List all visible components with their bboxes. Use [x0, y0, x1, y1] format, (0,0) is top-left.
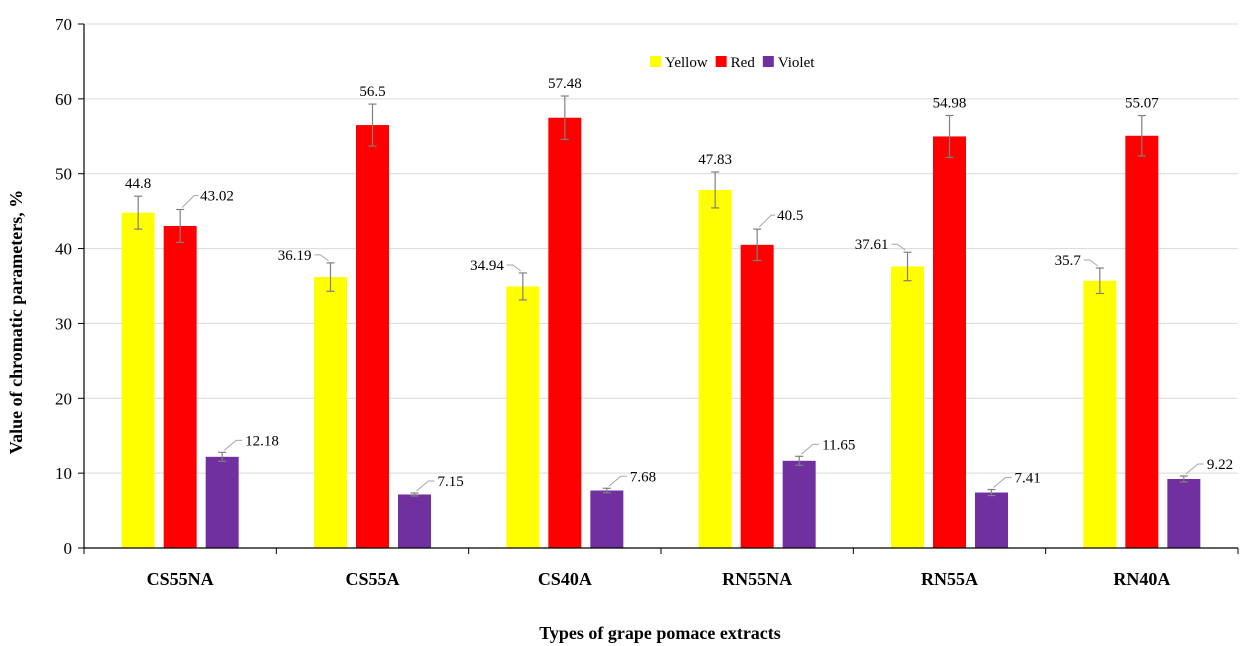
legend: Yellow Red Violet: [650, 55, 815, 71]
x-axis-title: Types of grape pomace extracts: [539, 623, 781, 643]
y-tick-label-10: 10: [55, 464, 72, 483]
y-tick-label-50: 50: [55, 165, 72, 184]
data-label-red-CS40A: 57.48: [548, 76, 582, 92]
data-label-yellow-CS55NA: 44.8: [125, 176, 151, 192]
bar-red-RN55A: [933, 136, 966, 548]
grid-lines: [84, 23, 1238, 474]
leader-line-violet-CS55NA: [223, 439, 243, 451]
bar-yellow-CS55NA: [121, 212, 155, 548]
bar-yellow-RN55NA: [698, 189, 732, 548]
bar-violet-CS55NA: [205, 456, 239, 548]
y-tick-label-40: 40: [55, 240, 72, 259]
leader-line-yellow-RN55A: [891, 243, 906, 251]
data-label-violet-RN55NA: 11.65: [822, 437, 855, 453]
leader-line-violet-RN40A: [1185, 463, 1204, 475]
legend-swatch-yellow: [650, 56, 661, 67]
data-label-red-CS55NA: 43.02: [200, 188, 234, 204]
data-label-yellow-CS40A: 34.94: [470, 258, 504, 274]
legend-label-violet: Violet: [778, 55, 815, 71]
legend-label-yellow: Yellow: [665, 55, 708, 71]
data-label-red-CS55A: 56.5: [359, 84, 385, 100]
data-label-red-RN55A: 54.98: [933, 95, 967, 111]
category-label-RN40A: RN40A: [1113, 569, 1170, 589]
category-label-RN55NA: RN55NA: [722, 569, 792, 589]
leader-line-yellow-CS55A: [314, 254, 329, 262]
y-tick-label-30: 30: [55, 314, 72, 333]
bar-red-CS55NA: [163, 225, 197, 548]
leader-line-red-CS55NA: [181, 194, 199, 208]
data-label-violet-RN40A: 9.22: [1207, 457, 1233, 473]
bars: [121, 95, 1201, 549]
legend-swatch-violet: [762, 56, 774, 67]
bar-violet-RN55NA: [782, 460, 816, 548]
leader-line-violet-RN55A: [993, 477, 1012, 488]
legend-label-red: Red: [731, 55, 756, 71]
bar-violet-RN55A: [975, 492, 1008, 548]
data-label-red-RN55NA: 40.5: [777, 208, 803, 224]
data-label-red-RN40A: 55.07: [1125, 96, 1159, 112]
y-tick-label-60: 60: [55, 90, 72, 109]
category-label-CS55A: CS55A: [345, 569, 399, 589]
bar-violet-RN40A: [1167, 478, 1201, 548]
data-label-violet-CS55NA: 12.18: [245, 433, 279, 449]
axes: 0 10 20 30 40 50 60 70 CS55NA CS55A CS40A RN55NA RN5…: [55, 15, 1239, 589]
category-label-CS40A: CS40A: [538, 569, 592, 589]
bar-violet-CS40A: [590, 490, 624, 548]
bar-yellow-CS55A: [314, 277, 347, 548]
leader-line-red-RN55NA: [758, 214, 776, 228]
data-label-violet-CS40A: 7.68: [630, 469, 656, 485]
data-label-yellow-RN55A: 37.61: [855, 237, 889, 253]
y-tick-label-70: 70: [55, 15, 72, 34]
category-label-RN55A: RN55A: [921, 569, 978, 589]
data-label-violet-RN55A: 7.41: [1015, 471, 1041, 487]
bar-red-RN55NA: [740, 244, 774, 549]
leader-line-violet-RN55NA: [800, 443, 820, 455]
bar-yellow-CS40A: [506, 286, 540, 548]
data-label-yellow-RN55NA: 47.83: [698, 152, 732, 168]
category-label-CS55NA: CS55NA: [147, 569, 214, 589]
bar-violet-CS55A: [398, 494, 431, 548]
bar-red-CS40A: [548, 117, 582, 549]
y-axis-title: Value of chromatic parameters, %: [6, 190, 26, 454]
leader-line-violet-CS55A: [416, 480, 435, 492]
leader-line-violet-CS40A: [608, 475, 627, 487]
bar-yellow-RN55A: [891, 266, 924, 548]
y-tick-label-0: 0: [64, 539, 73, 558]
bar-red-RN40A: [1125, 135, 1159, 548]
labels: 44.8 43.02 12.18 36.19 56.5 7.15 34.94 57.48 7.6…: [125, 76, 1233, 492]
data-label-violet-CS55A: 7.15: [438, 474, 464, 490]
leader-line-yellow-RN40A: [1083, 259, 1099, 267]
data-label-yellow-CS55A: 36.19: [278, 248, 312, 264]
data-label-yellow-RN40A: 35.7: [1055, 253, 1082, 269]
bar-yellow-RN40A: [1083, 280, 1117, 548]
leader-line-yellow-CS40A: [506, 264, 522, 272]
legend-swatch-red: [715, 56, 727, 67]
y-tick-label-20: 20: [55, 389, 72, 408]
bar-red-CS55A: [356, 125, 389, 549]
